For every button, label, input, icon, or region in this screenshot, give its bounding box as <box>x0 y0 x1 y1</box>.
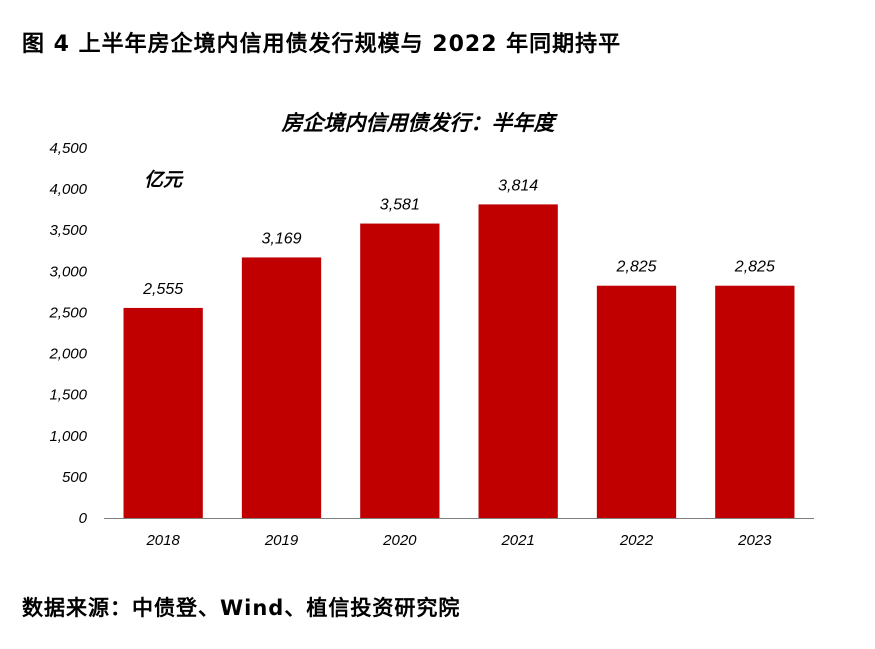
y-tick-label: 1,500 <box>49 387 87 404</box>
bar <box>360 223 440 518</box>
bar <box>241 257 322 518</box>
bar <box>123 307 203 518</box>
x-tick-label: 2022 <box>619 532 654 549</box>
y-tick-label: 0 <box>79 510 88 527</box>
unit-label: 亿元 <box>144 169 184 191</box>
figure-source: 数据来源：中债登、Wind、植信投资研究院 <box>22 596 461 620</box>
data-label: 2,825 <box>734 259 775 276</box>
y-tick-label: 2,500 <box>48 304 87 321</box>
y-tick-label: 500 <box>62 469 88 486</box>
figure-caption: 图 4 上半年房企境内信用债发行规模与 2022 年同期持平 <box>22 32 622 57</box>
y-axis: 0 500 1,000 1,500 2,000 2,500 3,000 3,500 4,000 4… <box>48 140 87 527</box>
chart-title: 房企境内信用债发行：半年度 <box>281 111 559 135</box>
x-tick-label: 2021 <box>500 532 534 549</box>
data-labels: 2,555 3,169 3,581 3,814 2,825 2,825 <box>142 177 775 298</box>
data-label: 3,814 <box>498 177 538 194</box>
data-label: 2,555 <box>142 281 183 298</box>
y-tick-label: 4,000 <box>49 181 87 198</box>
bar <box>478 204 558 518</box>
y-tick-label: 2,000 <box>48 346 87 363</box>
y-tick-label: 4,500 <box>49 140 87 157</box>
bar <box>596 285 677 518</box>
data-label: 2,825 <box>615 259 656 276</box>
y-tick-label: 3,500 <box>49 222 87 239</box>
x-tick-label: 2019 <box>264 532 299 549</box>
y-tick-label: 1,000 <box>49 428 87 445</box>
bars <box>123 204 795 518</box>
bar <box>715 285 795 518</box>
y-tick-label: 3,000 <box>49 263 87 280</box>
data-label: 3,169 <box>261 230 301 247</box>
data-label: 3,581 <box>380 197 420 214</box>
x-tick-label: 2018 <box>145 532 180 549</box>
x-axis: 2018 2019 2020 2021 2022 2023 <box>145 532 772 549</box>
x-tick-label: 2020 <box>382 532 417 549</box>
x-tick-label: 2023 <box>737 532 772 549</box>
